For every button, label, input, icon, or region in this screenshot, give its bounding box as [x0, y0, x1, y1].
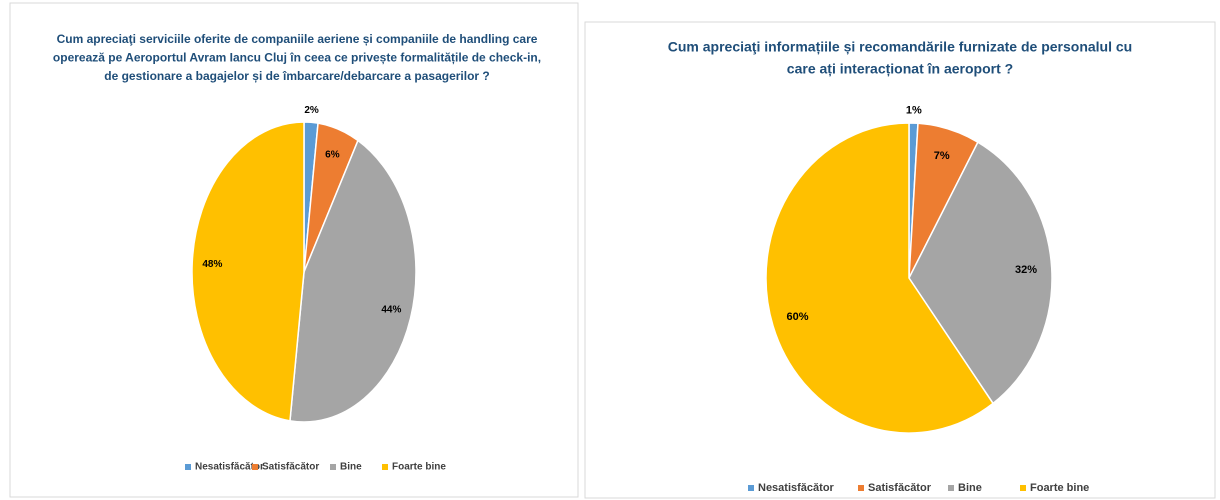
legend-label: Foarte bine — [1030, 482, 1089, 494]
legend-swatch — [330, 464, 336, 470]
legend-swatch — [382, 464, 388, 470]
legend-label: Nesatisfăcător — [195, 462, 264, 473]
chart-title: Cum apreciaţi informațiile și recomandăr… — [668, 39, 1132, 55]
legend-swatch — [948, 485, 954, 491]
legend-label: Satisfăcător — [868, 482, 932, 494]
data-label: 60% — [786, 311, 808, 323]
legend-label: Bine — [340, 462, 362, 473]
legend-swatch — [252, 464, 258, 470]
legend-label: Bine — [958, 482, 982, 494]
legend-label: Nesatisfăcător — [758, 482, 835, 494]
legend-swatch — [748, 485, 754, 491]
legend-swatch — [1020, 485, 1026, 491]
legend-label: Satisfăcător — [262, 462, 319, 473]
chart-title: care ați interacționat în aeroport ? — [787, 61, 1013, 77]
data-label: 44% — [381, 305, 401, 316]
pie-slice — [289, 139, 417, 423]
pie-slice — [908, 141, 1053, 405]
pie-slice — [765, 122, 995, 434]
data-label: 48% — [202, 259, 222, 270]
data-label: 7% — [934, 150, 950, 162]
chart-title: operează pe Aeroportul Avram Iancu Cluj … — [53, 51, 541, 65]
pie-slice — [191, 121, 305, 422]
data-label: 32% — [1015, 264, 1037, 276]
legend-swatch — [858, 485, 864, 491]
data-label: 2% — [304, 105, 319, 116]
data-label: 1% — [906, 105, 922, 117]
data-label: 6% — [325, 150, 340, 161]
legend-swatch — [185, 464, 191, 470]
chart-title: de gestionare a bagajelor și de îmbarcar… — [104, 69, 490, 83]
chart-title: Cum apreciaţi serviciile oferite de comp… — [57, 32, 538, 46]
legend-label: Foarte bine — [392, 462, 446, 473]
